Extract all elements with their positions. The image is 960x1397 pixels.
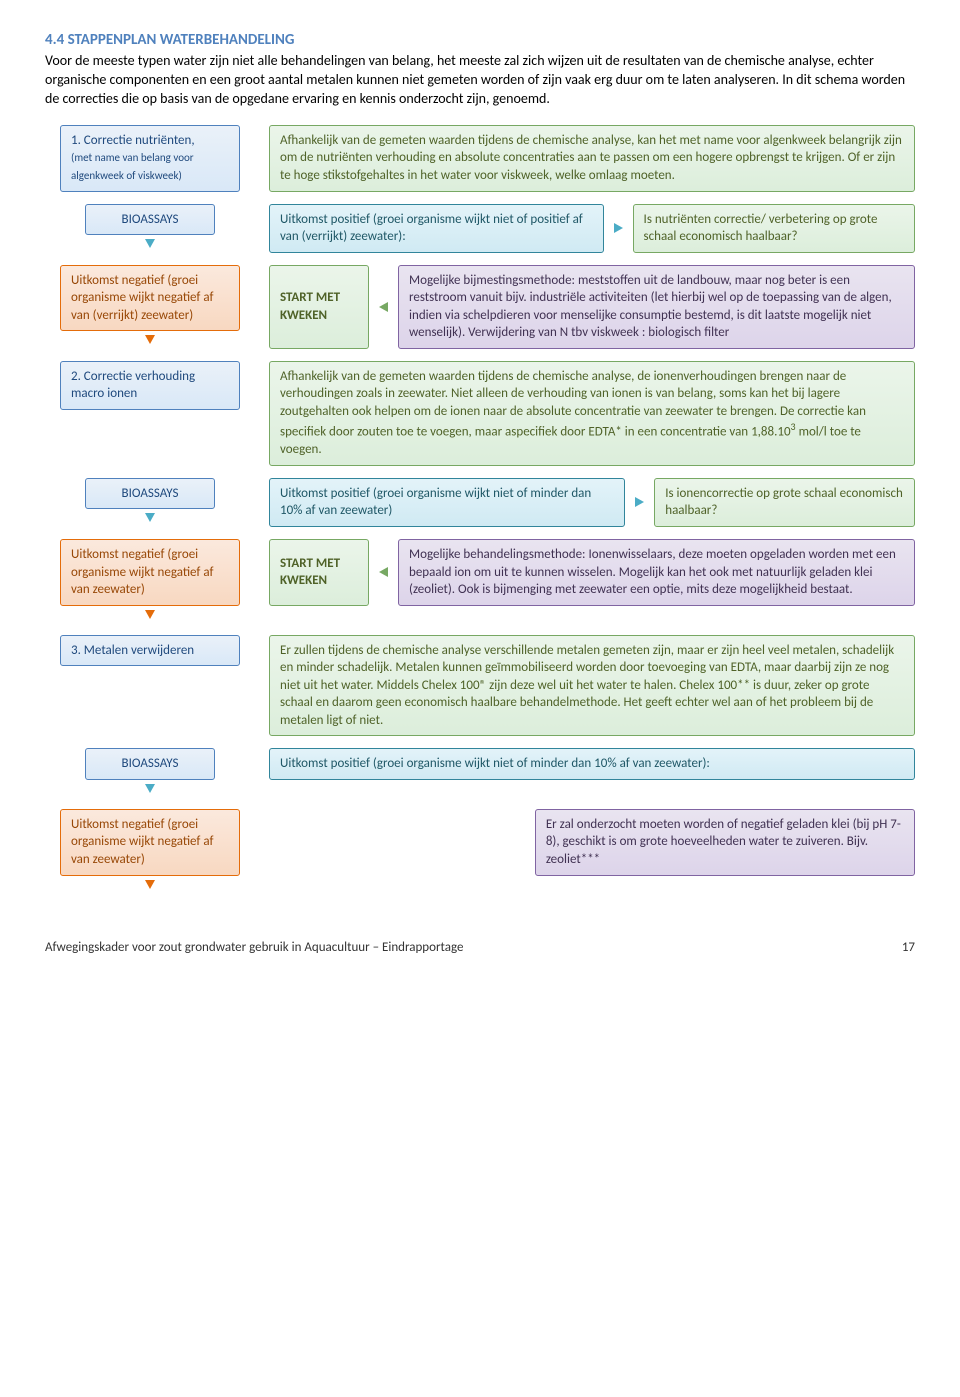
step2-desc: Afhankelijk van de gemeten waarden tijde…: [269, 361, 915, 466]
step1-positive: Uitkomst positief (groei organisme wijkt…: [269, 204, 604, 253]
step1-bioassays: BIOASSAYS: [85, 204, 215, 236]
step1-label-box: 1. Correctie nutriënten, (met name van b…: [60, 125, 240, 192]
step1-label: 1. Correctie nutriënten,: [71, 133, 195, 148]
footer-title: Afwegingskader voor zout grondwater gebr…: [45, 939, 463, 957]
arrow-left-icon: [379, 302, 388, 312]
arrow-down-icon: [145, 880, 155, 889]
step1-question: Is nutriënten correctie/ verbetering op …: [633, 204, 915, 253]
step3-negative: Uitkomst negatief (groei organisme wijkt…: [60, 809, 240, 876]
step1-negative: Uitkomst negatief (groei organisme wijkt…: [60, 265, 240, 332]
step3-method: Er zal onderzocht moeten worden of negat…: [535, 809, 915, 876]
arrow-right-icon: [635, 497, 644, 507]
step2-negative: Uitkomst negatief (groei organisme wijkt…: [60, 539, 240, 606]
arrow-down-icon: [145, 610, 155, 619]
arrow-left-icon: [379, 567, 388, 577]
step1-method: Mogelijke bijmestingsmethode: meststoffe…: [398, 265, 915, 349]
step3-desc: Er zullen tijdens de chemische analyse v…: [269, 635, 915, 737]
section-title: 4.4 STAPPENPLAN WATERBEHANDELING: [45, 30, 915, 50]
step2-positive: Uitkomst positief (groei organisme wijkt…: [269, 478, 625, 527]
step2-desc-main: Afhankelijk van de gemeten waarden tijde…: [280, 369, 866, 440]
step1-desc: Afhankelijk van de gemeten waarden tijde…: [269, 125, 915, 192]
arrow-down-icon: [145, 239, 155, 248]
step1-start: START MET KWEKEN: [269, 265, 369, 349]
step1-sub: (met name van belang voor algenkweek of …: [71, 151, 194, 182]
page-footer: Afwegingskader voor zout grondwater gebr…: [0, 925, 960, 969]
arrow-down-icon: [145, 335, 155, 344]
step2-method: Mogelijke behandelingsmethode: Ionenwiss…: [398, 539, 915, 606]
step2-start: START MET KWEKEN: [269, 539, 369, 606]
arrow-down-icon: [145, 513, 155, 522]
intro-text: Voor de meeste typen water zijn niet all…: [45, 52, 915, 109]
step2-question: Is ionencorrectie op grote schaal econom…: [654, 478, 915, 527]
footer-page-number: 17: [902, 939, 915, 957]
step3-bioassays: BIOASSAYS: [85, 748, 215, 780]
step2-bioassays: BIOASSAYS: [85, 478, 215, 510]
step2-label-box: 2. Correctie verhouding macro ionen: [60, 361, 240, 410]
step3-label-box: 3. Metalen verwijderen: [60, 635, 240, 667]
step3-positive: Uitkomst positief (groei organisme wijkt…: [269, 748, 915, 780]
arrow-right-icon: [614, 223, 623, 233]
arrow-down-icon: [145, 784, 155, 793]
